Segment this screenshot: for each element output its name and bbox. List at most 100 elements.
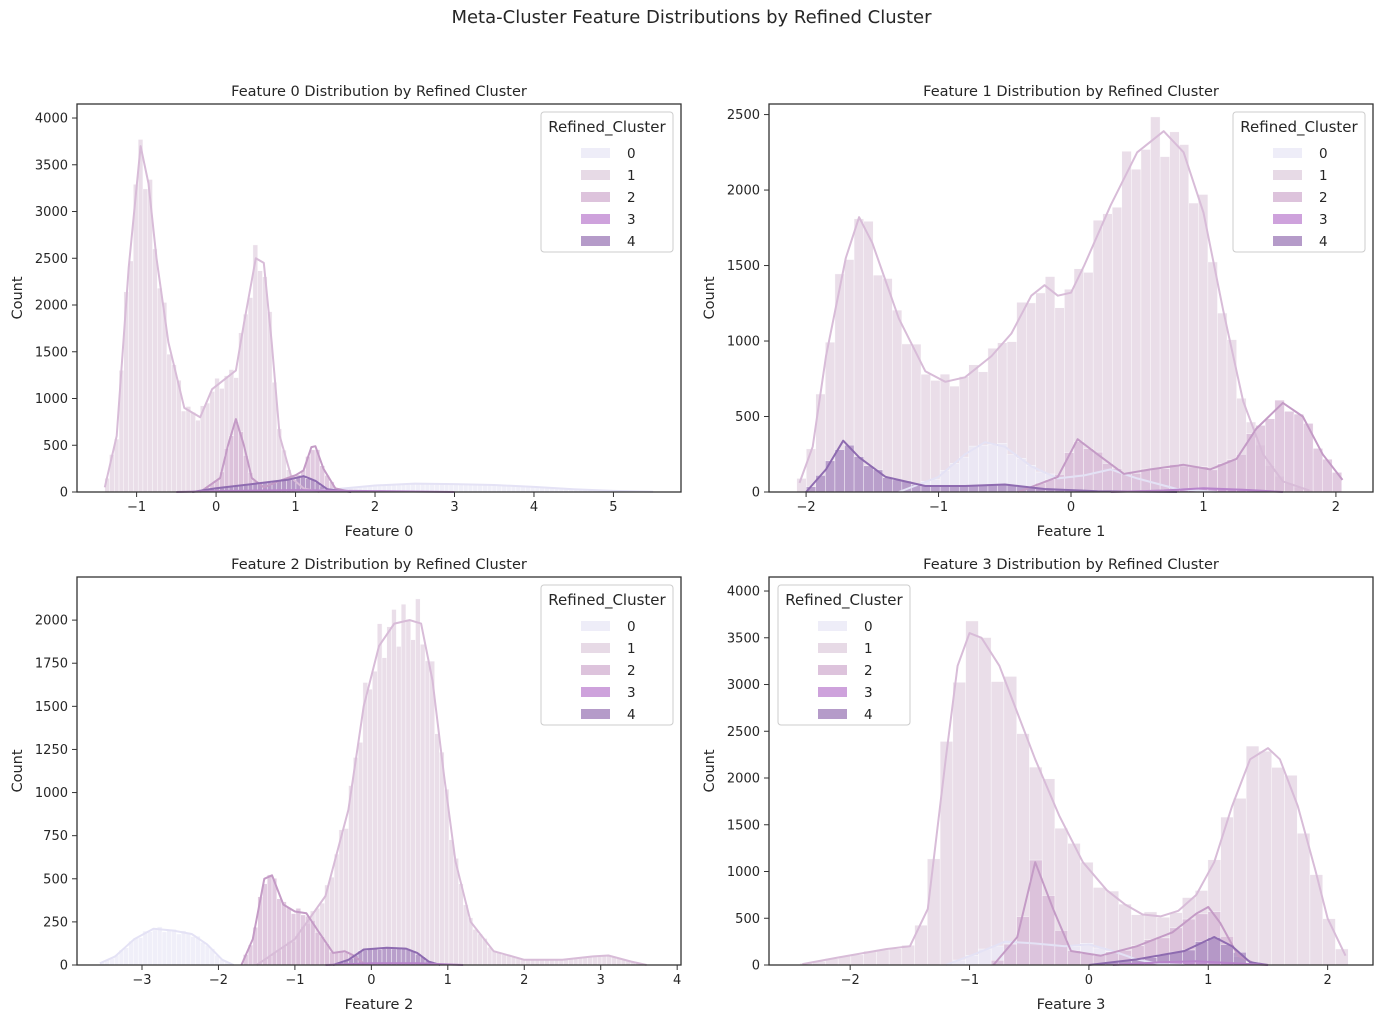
hist-bar [1226,459,1237,493]
kde-line-cluster-4 [1088,936,1269,966]
y-tick-label: 3000 [35,205,68,220]
kde-line-cluster-2 [240,874,365,966]
hist-bar [142,930,148,966]
hist-bar [901,944,915,966]
hist-bar [467,484,474,493]
legend-label-0: 0 [864,619,873,635]
hist-bar [1198,194,1209,493]
hist-bar [825,460,836,493]
hist-bar [200,405,206,493]
x-tick-label: 1 [291,500,299,515]
hist-bar [147,931,153,966]
hist-bar [1179,465,1189,493]
hist-bar [142,188,148,493]
legend-swatch-2 [1273,192,1302,202]
hist-bar [1150,116,1161,493]
figure-title: Meta-Cluster Feature Distributions by Re… [451,7,932,28]
kde-line-cluster-0 [945,940,1185,966]
x-tick-label: 1 [444,973,452,988]
hist-bar [501,954,507,966]
hist-bar [482,484,488,493]
hist-bar [262,276,268,493]
legend-label-4: 4 [1319,234,1328,250]
x-tick-label: 0 [212,500,220,515]
hist-bar [348,785,354,966]
hist-bar [420,644,426,966]
kde-line-cluster-3 [325,962,464,966]
y-tick-label: 750 [43,829,68,844]
x-tick-label: 2 [1323,973,1331,988]
hist-bar [487,947,493,966]
hist-bar [353,757,359,966]
y-tick-label: 2000 [35,614,68,629]
hist-bar [1207,261,1218,493]
hist-bar [381,946,388,966]
hist-bar [920,374,931,493]
x-tick-label: 2 [371,500,379,515]
hist-bar [1271,767,1285,966]
hist-bar [367,688,373,966]
kde-line-cluster-1 [802,632,1347,966]
legend-label-4: 4 [627,707,636,723]
hist-bar [233,421,239,493]
hist-bar [262,883,268,966]
hist-bar [592,956,598,966]
x-tick-label: −2 [797,500,816,515]
y-tick-label: 0 [60,959,68,974]
x-tick-label: 4 [530,500,538,515]
hist-bar [448,839,454,966]
legend-swatch-0 [1273,148,1302,158]
hist-bar [1003,943,1017,966]
kde-line-cluster-0 [295,482,654,493]
hist-bar [152,929,158,966]
subplot-title: Feature 1 Distribution by Refined Cluste… [923,84,1219,100]
kde-line-cluster-3 [1112,960,1269,966]
hist-bar [1255,425,1266,493]
x-tick-label: 5 [609,500,617,515]
kde-line-cluster-1 [256,619,647,966]
hist-bar [443,484,450,493]
hist-bar [491,950,497,966]
hist-bar [1296,833,1311,966]
y-tick-label: 3500 [727,631,760,646]
hist-bar [180,410,187,493]
hist-bar [209,391,215,493]
legend: Refined_Cluster 0 1 2 3 4 [540,584,674,726]
hist-bar [863,465,874,493]
hist-bar [601,955,607,966]
hist-bar [204,944,211,966]
kde-line-cluster-1 [798,130,1310,492]
legend-swatch-4 [581,709,610,719]
hist-bar [171,929,177,966]
hist-bar [1284,411,1295,493]
hist-bar [166,353,172,493]
hist-bar [1150,468,1161,493]
x-tick-label: −2 [209,973,228,988]
x-tick-label: 2 [1332,500,1340,515]
hist-bar [463,904,469,966]
hist-bar [281,901,287,966]
legend-swatch-0 [818,621,847,631]
hist-bar [987,484,998,493]
legend-swatch-1 [581,643,610,653]
hist-bar [853,456,864,493]
hist-bar [180,930,187,966]
hist-bar [1159,156,1170,493]
x-tick-label: −3 [132,973,151,988]
hist-bar [128,260,134,493]
y-tick-label: 500 [43,439,68,454]
y-tick-label: 2000 [727,772,760,787]
legend-label-3: 3 [627,685,636,701]
y-tick-label: 2500 [727,725,760,740]
hist-bar [952,682,966,966]
hist-bar [968,485,979,493]
x-tick-label: 0 [367,973,375,988]
legend: Refined_Cluster 0 1 2 3 4 [777,584,911,726]
hist-bar [892,309,903,493]
hist-bar [1179,144,1189,493]
hist-bar [1188,202,1199,493]
y-tick-label: 2000 [727,184,760,199]
hist-bar [472,929,478,966]
hist-bar [161,931,168,966]
hist-bar [1054,307,1065,493]
